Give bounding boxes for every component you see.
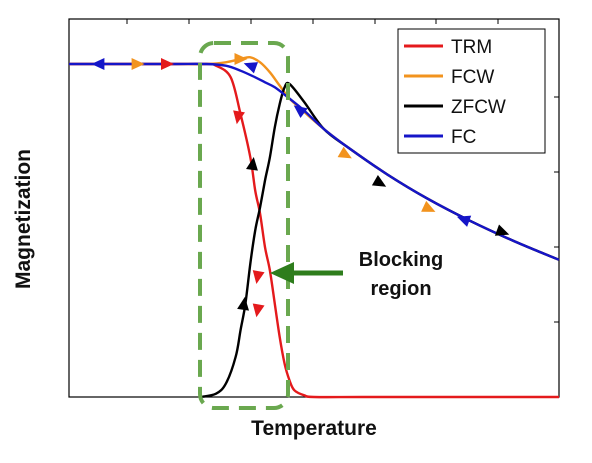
zfcw-direction-arrow [237, 296, 250, 311]
fc-direction-arrow [243, 62, 258, 74]
fc-direction-arrow [91, 58, 105, 70]
annotation-line-2: region [370, 278, 431, 300]
fcw-direction-arrow [234, 53, 248, 65]
direction-arrows [91, 53, 510, 318]
fc-direction-arrow [456, 215, 472, 227]
zfcw-direction-arrow [494, 224, 510, 236]
legend-label-fc: FC [451, 127, 476, 148]
annotation-line-1: Blocking [359, 249, 443, 271]
legend-label-fcw: FCW [451, 67, 494, 88]
fcw-direction-arrow [337, 146, 352, 159]
zfcw-direction-arrow [371, 175, 387, 187]
legend-label-trm: TRM [451, 37, 492, 58]
blocking-region-box [198, 41, 290, 410]
legend-box [397, 28, 546, 154]
fcw-direction-arrow [131, 58, 145, 70]
legend: TRM FCW ZFCW FC [397, 28, 546, 154]
fcw-direction-arrow [421, 200, 436, 212]
y-axis-title: Magnetization [12, 149, 35, 289]
series-line-trm [68, 62, 559, 399]
trm-direction-arrow [252, 303, 265, 318]
trm-direction-arrow [161, 58, 174, 70]
series-layer [68, 55, 560, 399]
zfcw-direction-arrow [246, 156, 258, 171]
trm-direction-arrow [252, 270, 265, 284]
axis-ticks [126, 19, 559, 323]
fc-direction-arrow [293, 105, 308, 119]
trm-direction-arrow [233, 110, 245, 125]
blocking-region-arrow-head [270, 262, 294, 284]
legend-label-zfcw: ZFCW [451, 97, 506, 118]
x-axis-title: Temperature [251, 417, 377, 440]
